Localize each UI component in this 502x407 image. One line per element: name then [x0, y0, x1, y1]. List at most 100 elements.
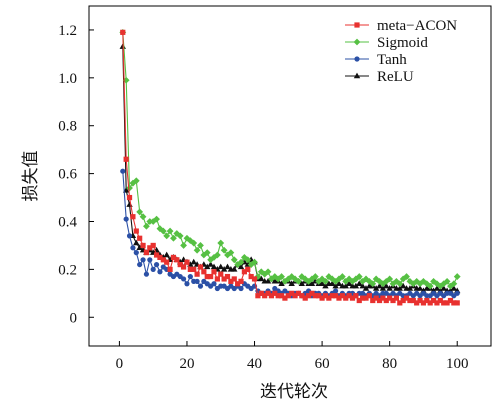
data-point [440, 285, 447, 291]
data-point [332, 282, 339, 289]
data-point [362, 285, 370, 291]
data-point [159, 227, 167, 235]
data-point [231, 265, 238, 272]
data-point [339, 293, 345, 299]
data-point [355, 273, 363, 280]
data-point [369, 280, 377, 288]
data-point [278, 273, 285, 280]
data-point [157, 254, 163, 261]
legend-item: Sigmoid [345, 35, 428, 51]
data-point [410, 297, 416, 304]
data-point [454, 290, 460, 296]
y-tick-label: 0.8 [58, 119, 77, 135]
data-point [241, 269, 247, 275]
data-point [346, 293, 352, 299]
data-point [190, 239, 198, 247]
data-point [338, 273, 346, 280]
data-point [170, 254, 177, 261]
data-point [443, 277, 451, 285]
data-point [238, 285, 244, 292]
data-point [130, 214, 136, 220]
data-point [126, 201, 133, 207]
series-meta-acon [120, 29, 460, 306]
data-point [183, 234, 191, 242]
data-point [153, 215, 160, 223]
data-point [153, 252, 160, 258]
data-point [434, 300, 440, 306]
data-point [126, 194, 133, 201]
data-point [403, 295, 410, 301]
data-point [264, 277, 272, 284]
data-point [299, 293, 305, 299]
data-point [447, 297, 454, 304]
data-point [383, 282, 390, 289]
data-point [251, 276, 258, 282]
y-tick-label: 0.2 [58, 262, 77, 278]
data-point [180, 242, 187, 249]
data-point [130, 245, 136, 251]
data-point [176, 232, 184, 240]
data-point [343, 295, 349, 301]
x-axis-label: 迭代轮次 [260, 382, 328, 401]
data-point [349, 295, 356, 301]
data-point [137, 235, 143, 241]
data-point [329, 280, 336, 286]
data-point [289, 290, 295, 296]
data-point [272, 290, 278, 296]
data-point [302, 295, 308, 301]
legend-marker [353, 72, 361, 79]
data-point [345, 280, 353, 286]
series-tanh [120, 168, 460, 299]
data-point [441, 300, 447, 306]
data-point [450, 285, 458, 291]
data-point [247, 261, 255, 268]
data-point [187, 273, 193, 280]
data-point [220, 265, 228, 272]
data-point [359, 277, 367, 285]
data-point [309, 290, 315, 296]
data-point [170, 234, 177, 242]
data-point [406, 285, 414, 291]
data-point [248, 273, 254, 280]
data-point [210, 263, 218, 270]
data-point [305, 293, 312, 299]
series-layer [119, 28, 461, 306]
data-point [221, 276, 227, 282]
data-point [315, 277, 323, 285]
data-point [213, 251, 221, 259]
data-point [342, 277, 350, 285]
data-point [123, 216, 129, 222]
legend-item: ReLU [345, 69, 414, 85]
data-point [399, 282, 407, 289]
data-point [444, 300, 450, 306]
data-point [275, 293, 281, 299]
data-point [166, 227, 174, 235]
data-point [210, 254, 218, 261]
data-point [433, 285, 441, 291]
x-tick-label: 60 [315, 356, 330, 372]
legend-label: Tanh [377, 52, 407, 68]
data-point [278, 293, 285, 299]
data-point [316, 293, 322, 299]
data-point [386, 285, 393, 291]
data-point [406, 277, 414, 285]
data-point [322, 282, 329, 289]
data-point [414, 300, 420, 306]
data-point [126, 184, 133, 192]
data-point [262, 293, 268, 299]
data-point [413, 277, 421, 285]
data-point [245, 266, 251, 272]
x-tick-label: 20 [179, 356, 194, 372]
data-point [211, 269, 217, 275]
data-point [204, 273, 210, 280]
data-point [386, 275, 394, 283]
data-point [342, 282, 349, 289]
data-point [295, 277, 302, 285]
data-point [197, 242, 204, 249]
data-point [453, 273, 461, 280]
data-point [244, 256, 252, 264]
data-point [376, 297, 383, 304]
data-point [356, 297, 362, 304]
data-point [387, 295, 393, 301]
data-point [194, 271, 200, 277]
